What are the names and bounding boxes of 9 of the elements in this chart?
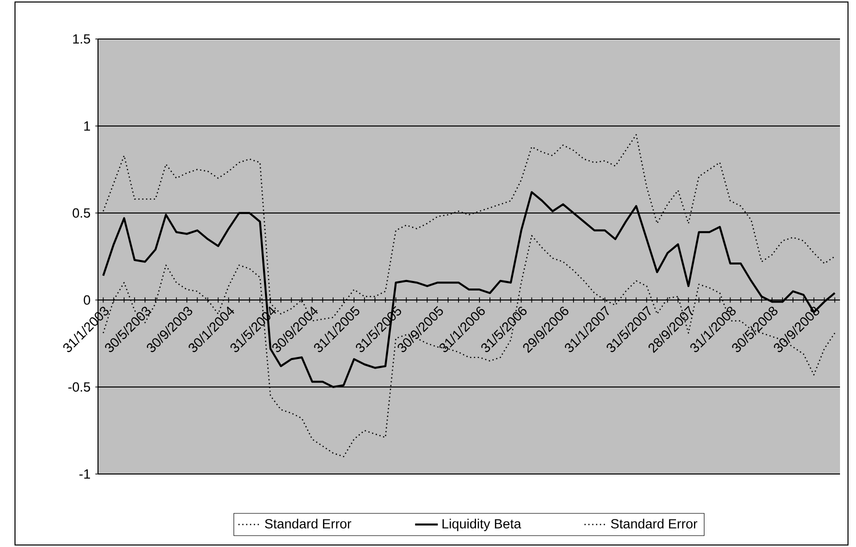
y-tick-label: 0.5 bbox=[72, 208, 90, 218]
legend-label: Standard Error bbox=[611, 518, 698, 528]
y-tick-label: -0.5 bbox=[68, 382, 90, 392]
legend-label: Liquidity Beta bbox=[442, 518, 522, 532]
y-tick-label: 1 bbox=[84, 121, 90, 131]
y-tick-label: 1.5 bbox=[73, 34, 90, 44]
y-tick-label: 0 bbox=[84, 295, 90, 305]
legend-label: Standard Error bbox=[264, 518, 352, 528]
y-tick-label: -1 bbox=[79, 469, 90, 479]
